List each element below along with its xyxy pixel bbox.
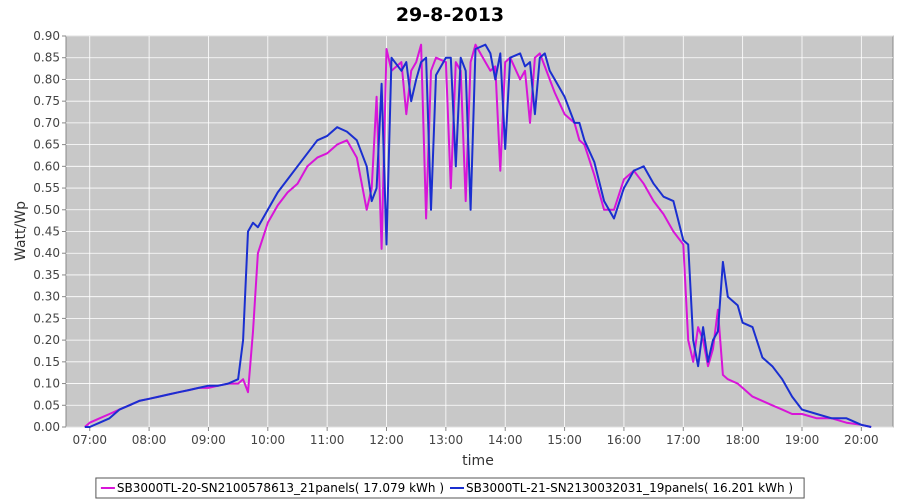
x-tick-label: 15:00 <box>547 433 582 447</box>
x-tick-label: 13:00 <box>429 433 464 447</box>
y-tick-label: 0.30 <box>33 290 60 304</box>
y-tick-label: 0.40 <box>33 246 60 260</box>
x-tick-label: 18:00 <box>725 433 760 447</box>
y-tick-label: 0.05 <box>33 398 60 412</box>
x-tick-label: 19:00 <box>785 433 820 447</box>
x-tick-label: 11:00 <box>310 433 345 447</box>
y-tick-label: 0.55 <box>33 181 60 195</box>
x-tick-label: 14:00 <box>488 433 523 447</box>
series-line <box>84 43 872 428</box>
y-tick-label: 0.35 <box>33 268 60 282</box>
x-tick-label: 17:00 <box>666 433 701 447</box>
x-tick-label: 10:00 <box>251 433 286 447</box>
legend-label: SB3000TL-20-SN2100578613_21panels( 17.07… <box>117 481 444 495</box>
series-line <box>84 43 872 428</box>
y-tick-label: 0.85 <box>33 51 60 65</box>
y-tick-label: 0.10 <box>33 377 60 391</box>
legend-label: SB3000TL-21-SN2130032031_19panels( 16.20… <box>466 481 793 495</box>
chart-title: 29-8-2013 <box>396 4 504 26</box>
y-tick-label: 0.75 <box>33 94 60 108</box>
y-axis-label: Watt/Wp <box>13 201 29 261</box>
y-tick-label: 0.20 <box>33 333 60 347</box>
y-tick-label: 0.00 <box>33 420 60 434</box>
y-tick-label: 0.80 <box>33 72 60 86</box>
x-tick-label: 12:00 <box>369 433 404 447</box>
x-tick-label: 07:00 <box>72 433 107 447</box>
y-tick-label: 0.15 <box>33 355 60 369</box>
y-tick-label: 0.70 <box>33 116 60 130</box>
y-tick-label: 0.90 <box>33 29 60 43</box>
y-tick-label: 0.25 <box>33 311 60 325</box>
x-tick-label: 20:00 <box>844 433 879 447</box>
x-tick-label: 09:00 <box>191 433 226 447</box>
x-tick-label: 08:00 <box>132 433 167 447</box>
y-tick-label: 0.60 <box>33 159 60 173</box>
y-tick-label: 0.45 <box>33 225 60 239</box>
y-tick-label: 0.65 <box>33 138 60 152</box>
x-axis-label: time <box>462 453 494 469</box>
legend: SB3000TL-20-SN2100578613_21panels( 17.07… <box>95 477 805 499</box>
y-tick-label: 0.50 <box>33 203 60 217</box>
x-tick-label: 16:00 <box>607 433 642 447</box>
